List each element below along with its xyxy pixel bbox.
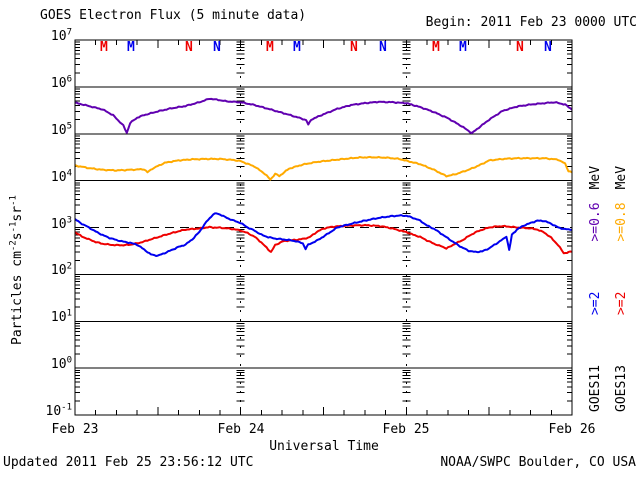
legend-energy: >=0.6 bbox=[588, 202, 603, 242]
satellite-marker-n: N bbox=[185, 40, 193, 55]
satellite-marker-n: N bbox=[516, 40, 524, 55]
legend-column-goes13: GOES13 >=2 >=0.8 MeV bbox=[614, 166, 629, 412]
legend-unit: MeV bbox=[588, 165, 603, 190]
satellite-marker-m: M bbox=[459, 40, 467, 55]
x-tick-label: Feb 23 bbox=[51, 422, 99, 437]
satellite-marker-m: M bbox=[266, 40, 274, 55]
x-tick-label: Feb 26 bbox=[548, 422, 596, 437]
x-axis-title: Universal Time bbox=[269, 439, 379, 454]
begin-timestamp: Begin: 2011 Feb 23 0000 UTC bbox=[425, 15, 637, 30]
y-tick-label: 105 bbox=[50, 121, 72, 138]
x-tick-label: Feb 24 bbox=[217, 422, 265, 437]
legend-column-goes11: GOES11 >=2 >=0.6 MeV bbox=[588, 166, 603, 412]
y-tick-label: 102 bbox=[50, 261, 72, 278]
y-tick-label: 106 bbox=[50, 74, 72, 91]
satellite-marker-m: M bbox=[432, 40, 440, 55]
y-axis-title: Particles cm-2s-1sr-1 bbox=[8, 195, 25, 345]
satellite-marker-n: N bbox=[213, 40, 221, 55]
y-tick-label: 100 bbox=[50, 355, 72, 372]
satellite-marker-m: M bbox=[127, 40, 135, 55]
x-tick-label: Feb 25 bbox=[382, 422, 430, 437]
y-tick-label: 10-1 bbox=[45, 402, 73, 419]
legend-satellite: GOES11 bbox=[588, 365, 603, 412]
series-goes11_2mev bbox=[75, 212, 572, 257]
y-tick-label: 104 bbox=[50, 168, 72, 185]
updated-timestamp: Updated 2011 Feb 25 23:56:12 UTC bbox=[3, 455, 254, 470]
satellite-marker-m: M bbox=[293, 40, 301, 55]
series-goes13_08mev bbox=[75, 155, 572, 181]
y-tick-label: 107 bbox=[50, 27, 72, 44]
satellite-marker-n: N bbox=[379, 40, 387, 55]
y-tick-label: 101 bbox=[50, 308, 72, 325]
series-goes11_06mev bbox=[75, 97, 572, 134]
y-tick-label: 103 bbox=[50, 215, 72, 232]
chart-title: GOES Electron Flux (5 minute data) bbox=[40, 8, 307, 23]
legend-threshold: >=2 bbox=[614, 291, 629, 316]
satellite-marker-n: N bbox=[350, 40, 358, 55]
legend-unit: MeV bbox=[614, 165, 629, 190]
legend-threshold: >=2 bbox=[588, 291, 603, 316]
satellite-marker-n: N bbox=[544, 40, 552, 55]
data-source: NOAA/SWPC Boulder, CO USA bbox=[440, 455, 636, 470]
legend-energy: >=0.8 bbox=[614, 202, 629, 242]
legend-satellite: GOES13 bbox=[614, 365, 629, 412]
satellite-marker-m: M bbox=[100, 40, 108, 55]
series-goes13_2mev bbox=[75, 223, 572, 255]
